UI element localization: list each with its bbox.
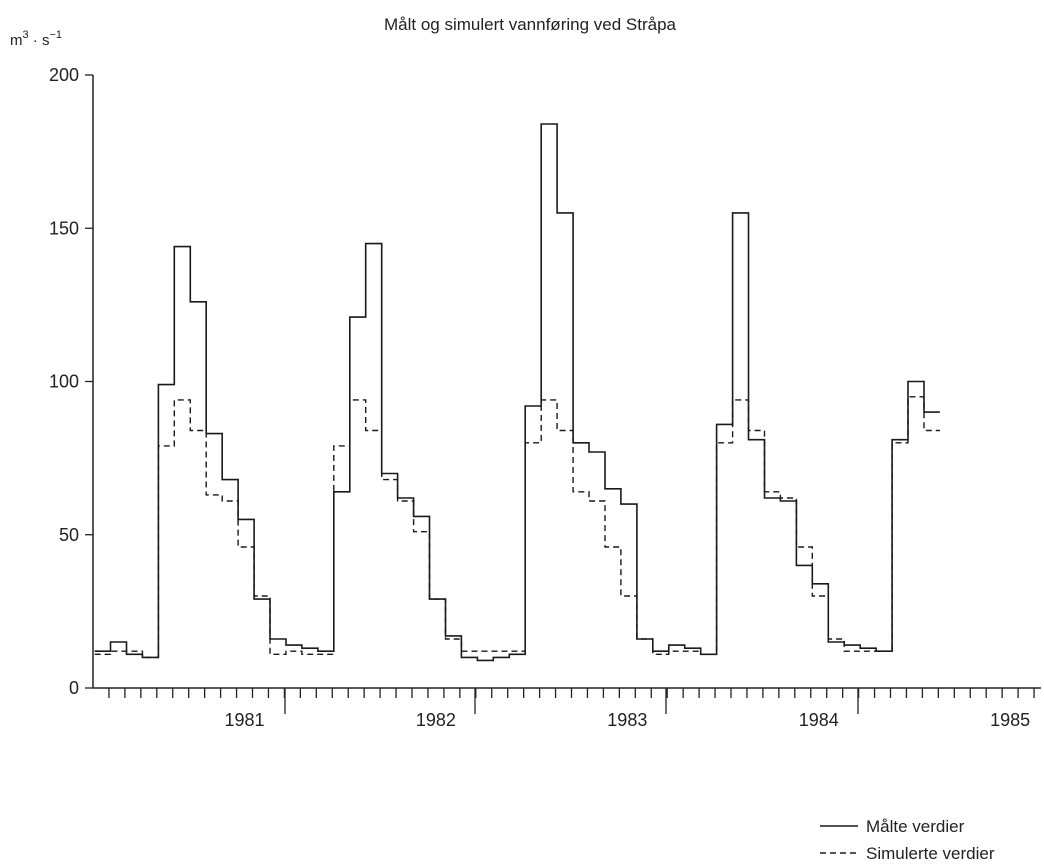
y-unit-base: m xyxy=(10,32,23,49)
year-label-1984: 1984 xyxy=(799,710,839,730)
year-label-1982: 1982 xyxy=(416,710,456,730)
year-label-1983: 1983 xyxy=(607,710,647,730)
y-tick-label-150: 150 xyxy=(49,218,79,238)
y-unit-sup2: −1 xyxy=(49,29,62,41)
legend-label-measured: Målte verdier xyxy=(866,817,965,836)
series-line-simulated xyxy=(94,396,940,659)
legend-label-simulated: Simulerte verdier xyxy=(866,844,995,863)
legend: Målte verdier Simulerte verdier xyxy=(820,817,995,863)
y-tick-label-100: 100 xyxy=(49,372,79,392)
y-tick-label-200: 200 xyxy=(49,65,79,85)
y-tick-label-0: 0 xyxy=(69,678,79,698)
y-tick-label-50: 50 xyxy=(59,525,79,545)
y-unit-mid: · s xyxy=(29,32,50,49)
series-line-measured xyxy=(94,123,940,662)
series-group xyxy=(94,123,940,662)
y-unit-sup1: 3 xyxy=(23,29,29,41)
year-label-1985: 1985 xyxy=(990,710,1030,730)
year-label-1981: 1981 xyxy=(225,710,265,730)
axes: 0 50 100 150 200 1981 1982 1983 1984 1985 xyxy=(49,65,1041,730)
chart-title: Målt og simulert vannføring ved Stråpa xyxy=(384,15,677,34)
y-axis-unit-label: m3 · s−1 xyxy=(10,29,62,49)
